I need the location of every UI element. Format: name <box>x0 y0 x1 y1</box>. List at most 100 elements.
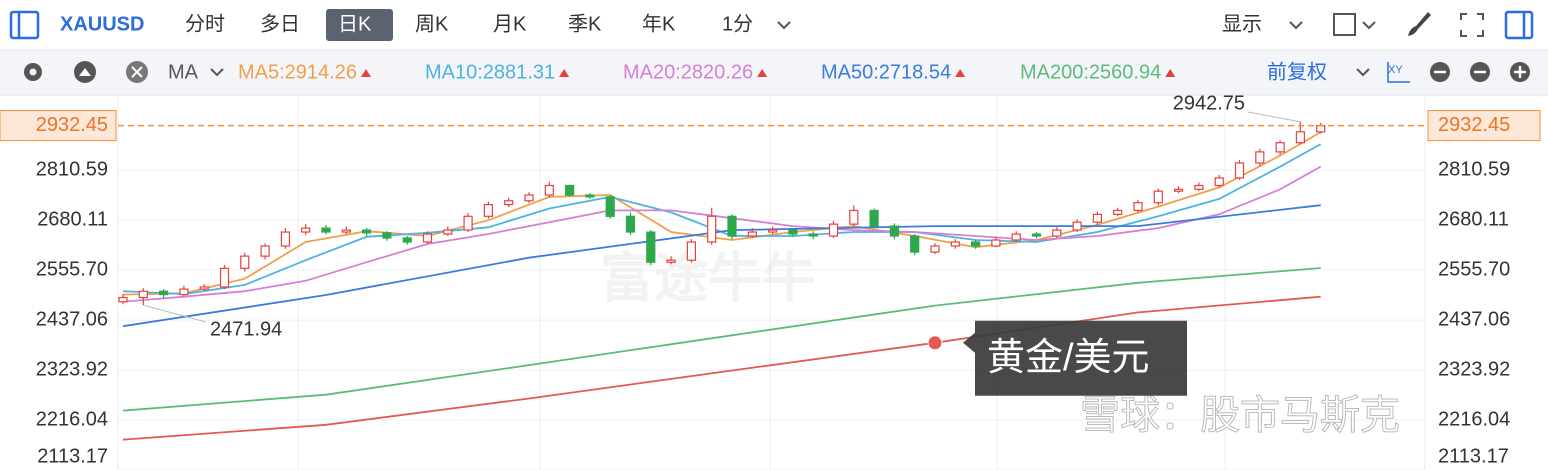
period-tab[interactable]: 分时 <box>185 12 225 35</box>
candle-body <box>321 227 331 233</box>
candle-body <box>686 241 697 261</box>
indicator-name[interactable]: MA <box>168 61 199 83</box>
candle-body <box>118 296 128 303</box>
tooltip <box>963 320 1187 396</box>
close-x <box>131 66 143 78</box>
y-tick-label: 2323.92 <box>36 358 108 380</box>
ma-line <box>122 131 1322 296</box>
sidebar-icon[interactable] <box>1504 10 1534 40</box>
candle-body <box>1234 162 1245 179</box>
candle-body <box>1031 233 1042 237</box>
candle-body <box>849 209 859 225</box>
candle-body <box>544 184 554 196</box>
candle-body <box>828 223 839 237</box>
y-tick-label: 2680.11 <box>37 208 108 230</box>
axis-icon-frame <box>1387 62 1410 83</box>
chevron[interactable] <box>210 68 224 77</box>
chevron[interactable] <box>1356 68 1370 77</box>
candle-body <box>991 239 1001 247</box>
candle-body <box>666 259 676 263</box>
candle-body <box>1255 151 1265 164</box>
interval[interactable]: 1分 <box>722 12 753 35</box>
low-annotation: 2471.94 <box>210 318 282 340</box>
last-price-label: 2932.45 <box>36 114 108 136</box>
candle-body <box>646 231 656 263</box>
candle-body <box>443 229 453 235</box>
period-tab[interactable]: 季K <box>568 12 602 35</box>
indicator-bar-bg <box>0 50 1548 95</box>
chevron[interactable] <box>1289 21 1303 30</box>
candle-body <box>219 267 230 288</box>
series-marker <box>927 335 943 351</box>
candle-body <box>179 288 189 296</box>
y-tick-label: 2810.59 <box>1438 158 1510 180</box>
candle-body <box>707 215 717 243</box>
high-annotation: 2942.75 <box>1173 92 1245 114</box>
candle-body <box>1275 142 1285 153</box>
y-tick-label: 2555.70 <box>36 258 108 280</box>
candle-body <box>341 229 351 233</box>
candle-body <box>767 229 778 233</box>
panel-icon[interactable] <box>9 10 40 40</box>
candle-body <box>889 225 900 237</box>
collapse-arrow <box>79 68 91 76</box>
period-tab[interactable]: 周K <box>415 13 449 35</box>
legend-arrow <box>757 69 768 77</box>
candle-body <box>625 215 636 233</box>
y-tick-label: 2216.04 <box>36 408 108 430</box>
last-price-box <box>1427 110 1541 142</box>
y-tick-label: 2113.17 <box>1438 445 1509 467</box>
candle-body <box>1072 221 1082 231</box>
chevron[interactable] <box>777 21 791 30</box>
checkbox[interactable] <box>1333 13 1356 36</box>
legend-entry[interactable]: MA20:2820.26 <box>623 61 753 83</box>
draw-icon[interactable] <box>1408 12 1431 36</box>
period-tab[interactable]: 多日 <box>260 12 300 35</box>
candle-body <box>524 194 534 202</box>
legend-entry[interactable]: MA5:2914.26 <box>238 61 357 83</box>
plot <box>118 111 1425 470</box>
adjust-menu[interactable]: 前复权 <box>1267 60 1327 83</box>
candle-body <box>463 215 473 231</box>
y-tick-label: 2323.92 <box>1438 358 1510 380</box>
candle-body <box>483 204 493 217</box>
candle-body <box>422 233 433 243</box>
candle-body <box>950 241 960 247</box>
legend-entry[interactable]: MA10:2881.31 <box>425 61 555 83</box>
legend-arrow <box>559 69 570 77</box>
symbol[interactable]: XAUUSD <box>60 13 144 35</box>
period-selected-bg <box>326 9 393 41</box>
candle-body <box>199 286 209 290</box>
axis-icon[interactable]: XY <box>1388 64 1403 76</box>
candle-body <box>280 231 290 247</box>
candle-body <box>504 200 514 206</box>
y-tick-label: 2437.06 <box>1438 308 1510 330</box>
watermark: 富途牛牛 <box>600 248 816 308</box>
candle-body <box>808 233 818 237</box>
candle-body <box>402 237 412 243</box>
y-tick-label: 2216.04 <box>1438 408 1510 430</box>
period-tab[interactable]: 月K <box>493 13 527 35</box>
y-tick-label: 2113.17 <box>37 445 108 467</box>
period-tab[interactable]: 年K <box>642 12 676 35</box>
annotation-leader <box>143 304 207 323</box>
last-price-box <box>0 110 117 142</box>
settings-icon-hole <box>29 68 37 76</box>
y-tick-label: 2555.70 <box>1438 258 1510 280</box>
candle-body <box>382 232 392 239</box>
fullscreen-icon[interactable] <box>1460 13 1484 37</box>
candle-body <box>1113 209 1123 215</box>
legend-entry[interactable]: MA50:2718.54 <box>821 61 951 83</box>
candle-body <box>138 290 148 299</box>
display-menu[interactable]: 显示 <box>1222 13 1262 35</box>
candle-body <box>930 245 940 253</box>
period-tab[interactable]: 日K <box>338 13 372 35</box>
chevron[interactable] <box>1362 21 1376 30</box>
candle-body <box>585 194 595 198</box>
candle-body <box>910 235 920 253</box>
legend-arrow <box>360 69 371 77</box>
candle-body <box>240 255 250 269</box>
candle-body <box>1153 190 1163 204</box>
legend-entry[interactable]: MA200:2560.94 <box>1020 61 1161 83</box>
